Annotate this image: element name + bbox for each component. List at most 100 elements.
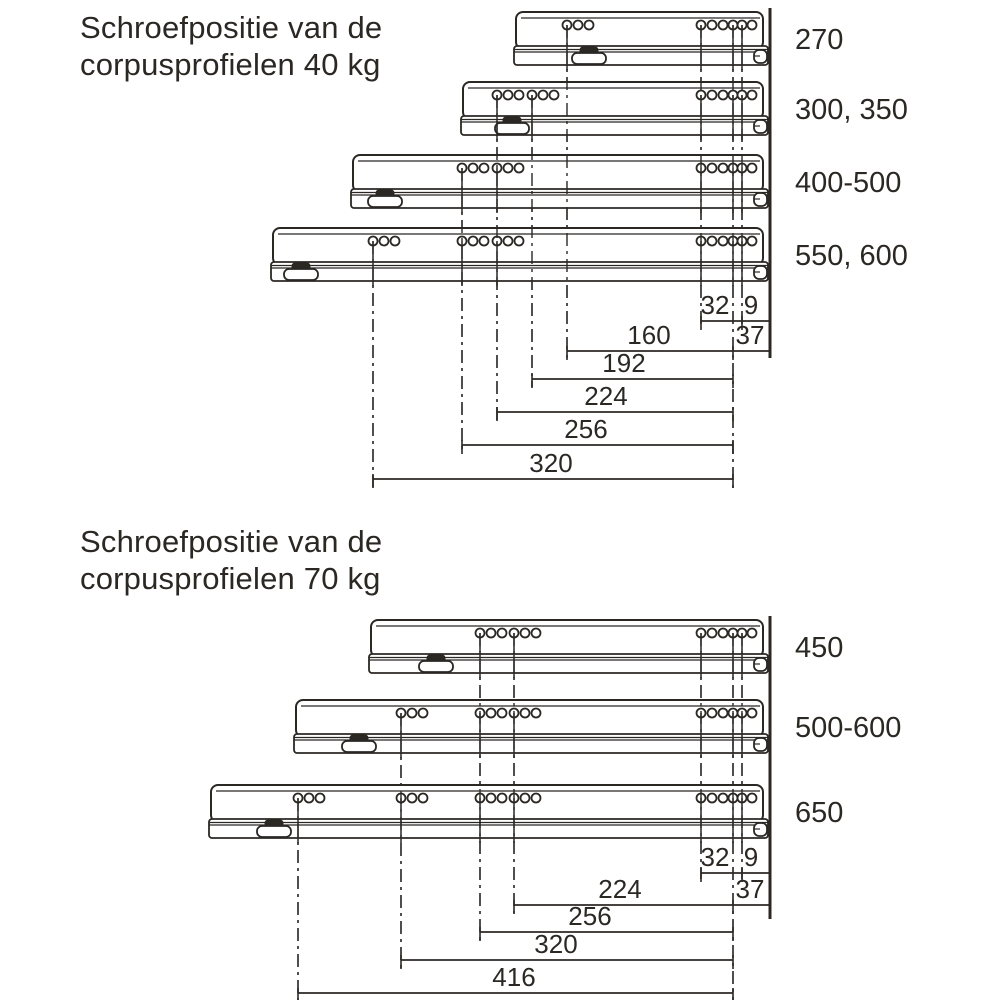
- dimension: 256: [461, 414, 734, 454]
- latch-base: [494, 122, 530, 135]
- screw-hole: [746, 627, 758, 639]
- dimension-label: 9: [744, 290, 758, 320]
- screw-hole: [706, 792, 718, 804]
- rail-size-label: 450: [795, 632, 843, 664]
- section-title-40kg-line1: Schroefpositie van de: [80, 10, 382, 45]
- screw-hole: [519, 627, 531, 639]
- dimension: 224 37: [513, 874, 769, 914]
- screw-hole: [314, 792, 326, 804]
- screw-hole: [513, 235, 525, 247]
- rail-bottom-band: [293, 733, 769, 754]
- dimension-label: 37: [736, 874, 765, 904]
- dimension-label: 416: [492, 962, 535, 992]
- dimension: 192: [531, 348, 734, 388]
- dimension: 160 37: [566, 320, 769, 360]
- screw-hole: [417, 707, 429, 719]
- dimension-label: 256: [564, 414, 607, 444]
- screw-hole: [485, 627, 497, 639]
- screw-hole: [496, 707, 508, 719]
- screw-hole: [467, 162, 479, 174]
- screw-hole: [496, 792, 508, 804]
- rail-size-label: 550, 600: [795, 240, 908, 272]
- screw-hole: [746, 792, 758, 804]
- rail-bottom-band: [208, 818, 769, 839]
- hole-reference-lines: [297, 798, 743, 843]
- latch-base: [367, 195, 403, 208]
- section-title-70kg-line2: corpusprofielen 70 kg: [80, 561, 381, 596]
- screw-hole: [717, 162, 729, 174]
- dimension-label: 224: [598, 874, 641, 904]
- hole-reference-lines: [566, 25, 743, 70]
- screw-hole: [717, 19, 729, 31]
- screw-hole: [485, 792, 497, 804]
- dimension-label: 32: [701, 290, 730, 320]
- hole-reference-lines: [461, 168, 743, 213]
- latch-base: [341, 740, 377, 753]
- screw-hole: [478, 162, 490, 174]
- screw-hole: [583, 19, 595, 31]
- section-title-70kg-line1: Schroefpositie van de: [80, 524, 382, 559]
- screw-hole: [478, 235, 490, 247]
- screw-hole: [746, 162, 758, 174]
- screw-hole: [746, 707, 758, 719]
- screw-hole: [746, 19, 758, 31]
- rail-size-label: 650: [795, 797, 843, 829]
- section-title-40kg-line2: corpusprofielen 40 kg: [80, 47, 381, 82]
- screw-hole: [303, 792, 315, 804]
- hole-reference-lines: [496, 95, 743, 140]
- rail-300-350: [460, 81, 769, 136]
- screw-hole: [706, 235, 718, 247]
- rail-500-600: [293, 699, 769, 754]
- dimension-label: 9: [744, 842, 758, 872]
- dimension: 416: [297, 962, 734, 1000]
- screw-hole: [706, 19, 718, 31]
- screw-hole: [530, 792, 542, 804]
- hole-reference-lines: [479, 633, 743, 678]
- screw-hole: [717, 89, 729, 101]
- dimension-label: 320: [534, 929, 577, 959]
- rail-450: [368, 619, 769, 674]
- rail-270: [513, 11, 769, 66]
- latch-base: [283, 268, 319, 281]
- screw-hole: [717, 627, 729, 639]
- latch-base: [418, 660, 454, 673]
- rail-size-label: 300, 350: [795, 94, 908, 126]
- screw-hole: [530, 627, 542, 639]
- screw-hole: [706, 707, 718, 719]
- dimension: 320: [400, 929, 734, 969]
- dimension-label: 320: [529, 448, 572, 478]
- screw-hole: [706, 162, 718, 174]
- rail-bottom-band: [513, 45, 769, 66]
- screw-hole: [502, 162, 514, 174]
- section-40kg: 270 300, 350 400-500 550, 600 32 9 160 37 192224…: [270, 8, 908, 490]
- screw-hole: [519, 707, 531, 719]
- screw-hole: [717, 792, 729, 804]
- dimension-label: 37: [736, 320, 765, 350]
- dimension: 320: [372, 448, 734, 488]
- dimension-label: 192: [602, 348, 645, 378]
- hole-reference-lines: [400, 713, 743, 758]
- rail-bottom-band: [350, 188, 769, 209]
- rail-650: [208, 784, 769, 839]
- screw-hole: [513, 89, 525, 101]
- screw-hole: [717, 235, 729, 247]
- screw-hole: [746, 89, 758, 101]
- screw-hole: [406, 792, 418, 804]
- dimension: 32 9: [700, 290, 769, 330]
- dimension-label: 224: [584, 381, 627, 411]
- rail-size-label: 270: [795, 24, 843, 56]
- screw-hole: [717, 707, 729, 719]
- dimension-label: 160: [627, 320, 670, 350]
- screw-hole: [502, 89, 514, 101]
- screw-hole: [519, 792, 531, 804]
- rail-bottom-band: [368, 653, 769, 674]
- screw-hole: [706, 627, 718, 639]
- latch-base: [571, 52, 607, 65]
- screw-hole: [502, 235, 514, 247]
- dimension: 32 9: [700, 842, 769, 882]
- screw-hole: [537, 89, 549, 101]
- screw-hole: [406, 707, 418, 719]
